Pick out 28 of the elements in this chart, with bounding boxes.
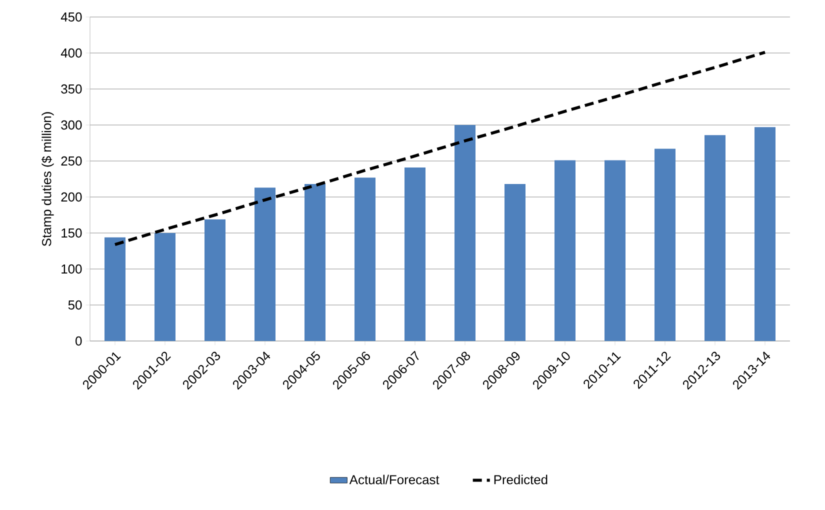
bar <box>404 167 426 341</box>
y-tick-label: 150 <box>62 228 82 238</box>
y-tick-label: 50 <box>68 300 82 310</box>
bar <box>554 160 576 341</box>
y-tick-label: 350 <box>61 84 82 94</box>
y-tick-label: 250 <box>61 156 82 166</box>
y-axis-title: Stamp duties ($ million) <box>42 112 54 246</box>
legend-label: Predicted <box>494 474 548 484</box>
y-tick-label: 300 <box>61 120 82 130</box>
bar <box>354 178 376 341</box>
y-tick-label: 400 <box>60 48 82 58</box>
bar <box>454 125 476 341</box>
bar <box>204 219 226 341</box>
bar <box>754 127 776 341</box>
bar <box>104 237 126 341</box>
bar <box>254 188 276 341</box>
y-tick-label: 450 <box>60 12 82 22</box>
bar <box>304 184 326 341</box>
bar <box>704 135 726 341</box>
y-tick-label: 200 <box>61 192 82 202</box>
y-tick-label: 0 <box>76 336 82 346</box>
bar <box>604 160 626 341</box>
line-series <box>114 50 767 246</box>
bar <box>154 233 176 341</box>
bar <box>504 184 526 341</box>
legend-label: Actual/Forecast <box>349 474 440 484</box>
bar <box>654 148 676 341</box>
y-tick-label: 100 <box>62 264 82 274</box>
